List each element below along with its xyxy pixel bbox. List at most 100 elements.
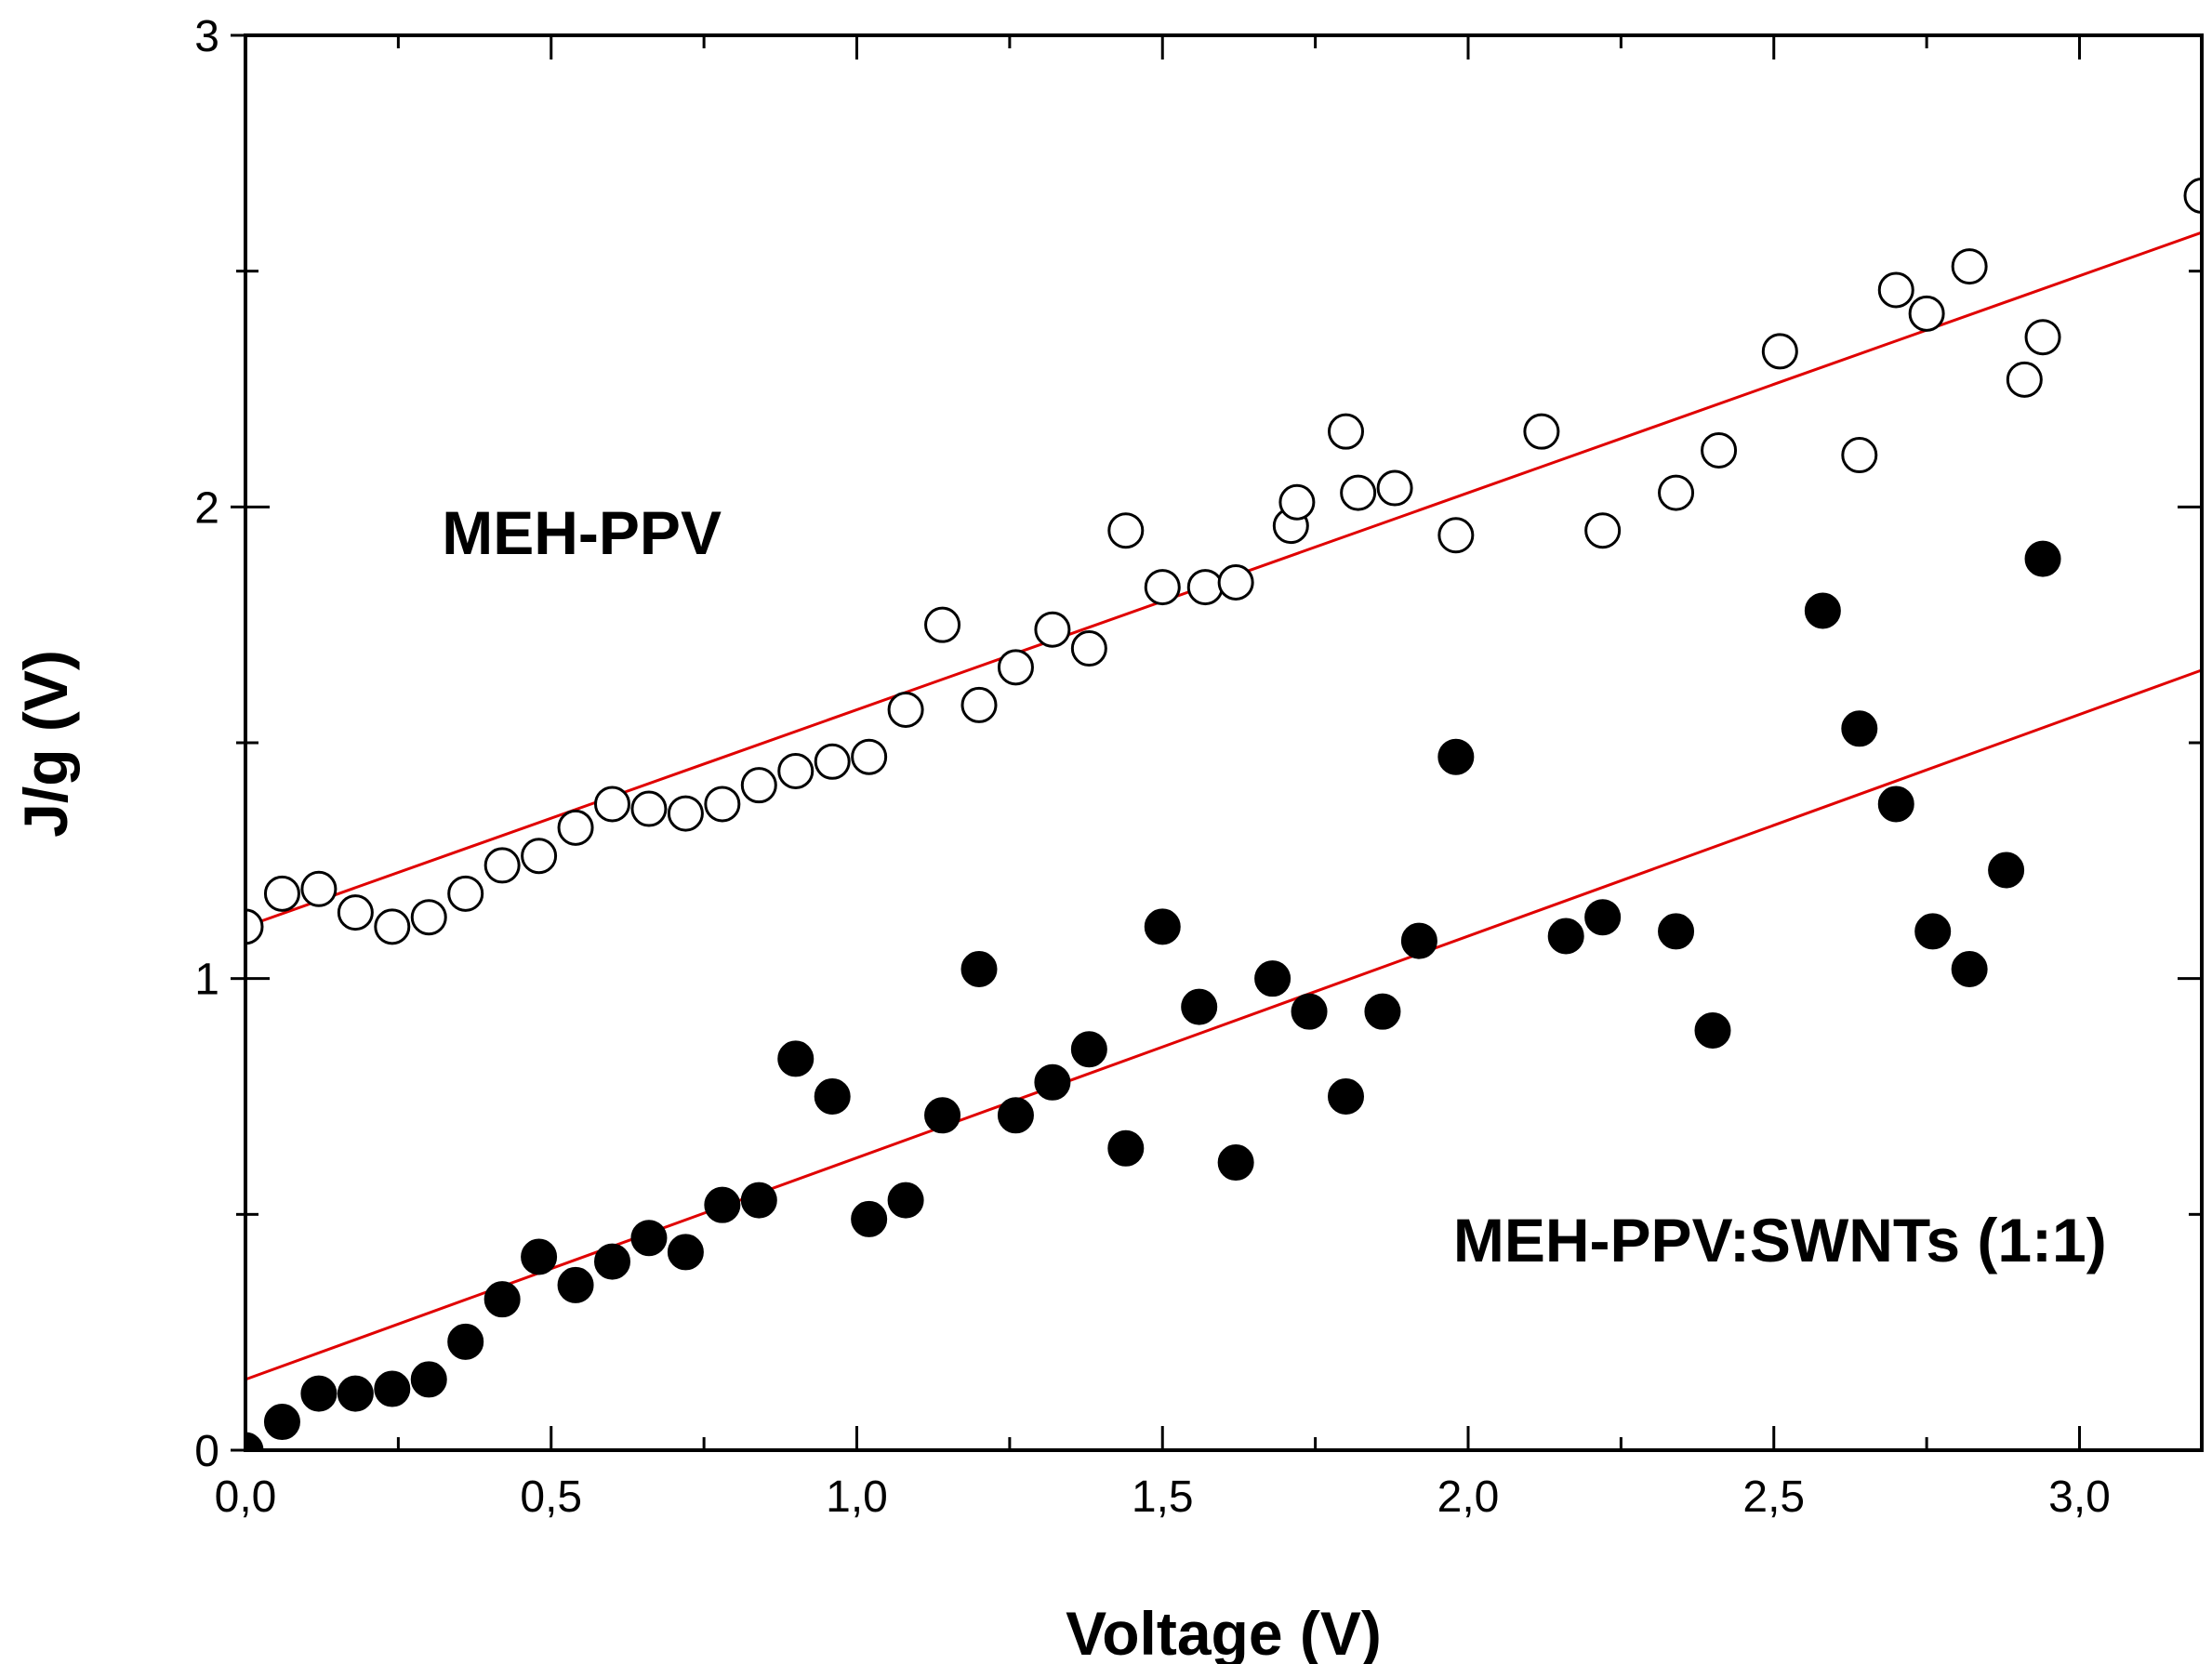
open-point-10	[594, 786, 630, 823]
filled-point-43	[1988, 852, 2025, 889]
open-point-6	[447, 875, 484, 912]
open-point-9	[557, 809, 594, 846]
filled-point-27	[1217, 1144, 1254, 1182]
filled-point-42	[1951, 951, 1988, 988]
x-tick-label: 0,0	[215, 1473, 277, 1522]
x-tick-label: 2,0	[1437, 1473, 1500, 1522]
open-point-26	[1186, 569, 1224, 606]
open-point-30	[1328, 413, 1364, 450]
filled-point-21	[997, 1097, 1034, 1134]
open-point-16	[814, 743, 851, 780]
open-point-42	[1951, 248, 1988, 285]
filled-point-44	[2024, 540, 2061, 577]
open-point-5	[410, 899, 447, 936]
filled-point-22	[1034, 1063, 1071, 1101]
open-point-36	[1658, 474, 1695, 511]
series-annotation-0: MEH-PPV	[442, 498, 722, 567]
open-point-18	[887, 691, 924, 728]
filled-point-1	[263, 1404, 300, 1441]
filled-point-32	[1400, 922, 1437, 959]
y-tick-label: 2	[194, 483, 219, 533]
filled-point-35	[1584, 899, 1622, 936]
open-point-21	[997, 649, 1034, 686]
open-point-32	[1376, 469, 1413, 507]
open-point-19	[924, 606, 961, 643]
x-tick-label: 3,0	[2048, 1473, 2111, 1522]
filled-point-13	[704, 1186, 741, 1223]
open-point-1	[263, 875, 300, 912]
open-point-20	[960, 686, 998, 723]
filled-point-37	[1694, 1011, 1731, 1049]
open-point-44	[2024, 319, 2061, 356]
filled-point-14	[740, 1182, 777, 1219]
filled-point-18	[887, 1182, 924, 1219]
open-point-29	[1278, 483, 1316, 521]
filled-point-34	[1547, 918, 1584, 955]
filled-point-30	[1328, 1078, 1364, 1115]
y-tick-label: 0	[194, 1427, 219, 1476]
open-point-31	[1340, 474, 1377, 511]
open-point-34	[1523, 413, 1560, 450]
open-point-35	[1584, 512, 1622, 549]
series-annotation-1: MEH-PPV:SWNTs (1:1)	[1453, 1206, 2107, 1274]
x-axis-title: Voltage (V)	[1066, 1599, 1382, 1664]
filled-point-9	[557, 1266, 594, 1303]
open-point-17	[851, 738, 888, 775]
open-point-8	[521, 838, 558, 875]
open-point-43	[2006, 361, 2043, 398]
filled-point-25	[1144, 908, 1181, 945]
filled-point-7	[483, 1281, 521, 1318]
x-tick-label: 0,5	[520, 1473, 582, 1522]
open-point-27	[1217, 564, 1254, 601]
open-point-22	[1034, 611, 1071, 648]
y-tick-label: 1	[194, 956, 219, 1005]
filled-point-10	[594, 1243, 630, 1280]
filled-point-26	[1181, 988, 1218, 1025]
open-point-41	[1908, 295, 1945, 332]
open-point-3	[337, 894, 374, 931]
open-point-15	[777, 752, 815, 789]
open-point-23	[1070, 630, 1107, 667]
open-point-45	[2183, 177, 2204, 214]
filled-point-20	[960, 951, 998, 988]
open-point-14	[740, 767, 777, 804]
open-point-37	[1701, 431, 1738, 469]
filled-point-23	[1070, 1031, 1107, 1068]
filled-point-41	[1914, 913, 1952, 950]
open-point-24	[1107, 512, 1145, 549]
filled-point-12	[667, 1234, 704, 1271]
y-axis-title: J/g (V)	[11, 650, 80, 838]
open-point-25	[1144, 569, 1181, 606]
filled-point-33	[1437, 738, 1475, 775]
open-point-7	[483, 847, 521, 884]
filled-point-24	[1107, 1129, 1145, 1167]
open-point-40	[1877, 271, 1914, 309]
open-point-11	[630, 790, 668, 827]
open-point-13	[704, 786, 741, 823]
y-tick-label: 3	[194, 12, 219, 61]
open-point-38	[1761, 333, 1798, 370]
open-point-2	[300, 870, 338, 907]
open-point-33	[1437, 517, 1475, 554]
filled-point-5	[410, 1361, 447, 1398]
filled-point-2	[300, 1375, 338, 1412]
open-point-4	[374, 908, 411, 945]
filled-point-8	[521, 1238, 558, 1275]
filled-point-17	[851, 1200, 888, 1237]
x-tick-label: 1,0	[826, 1473, 888, 1522]
open-point-12	[667, 795, 704, 832]
filled-point-11	[630, 1220, 668, 1257]
x-tick-label: 2,5	[1742, 1473, 1805, 1522]
filled-point-28	[1254, 960, 1291, 997]
x-tick-label: 1,5	[1132, 1473, 1194, 1522]
filled-point-38	[1804, 592, 1841, 629]
filled-point-6	[447, 1323, 484, 1360]
filled-point-16	[814, 1078, 851, 1115]
filled-point-39	[1841, 710, 1878, 747]
filled-point-31	[1364, 993, 1401, 1030]
filled-point-15	[777, 1040, 815, 1077]
fit-line-1	[245, 668, 2203, 1381]
filled-point-3	[337, 1375, 374, 1412]
filled-point-4	[374, 1370, 411, 1407]
